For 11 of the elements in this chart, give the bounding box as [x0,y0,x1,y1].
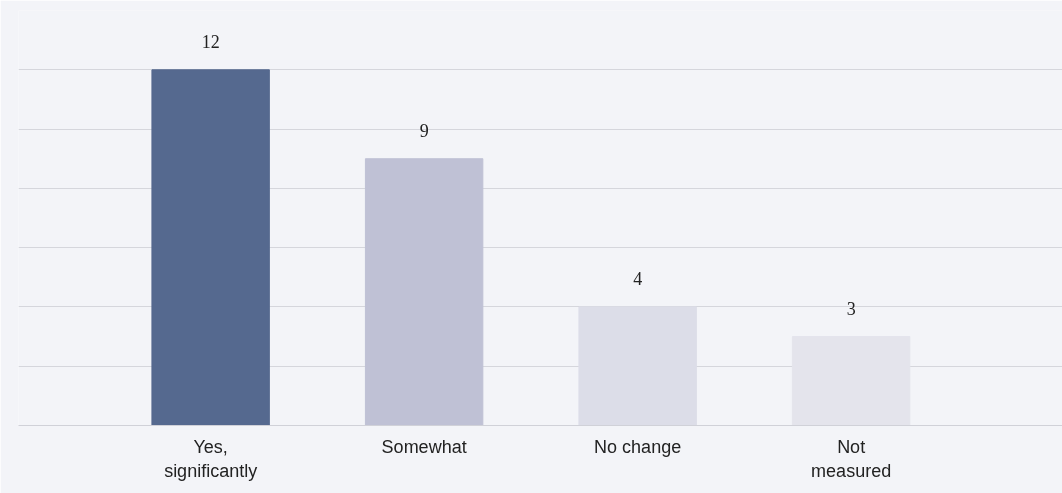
bar [151,69,270,426]
x-tick-label: Somewhat [381,436,467,457]
x-tick-label: No change [594,436,682,457]
x-tick-label: Not measured [811,436,892,481]
bar [791,336,911,426]
bar [364,158,484,426]
x-tick-label: Yes, significantly [164,436,258,481]
data-label: 12 [201,31,220,52]
data-label: 9 [419,120,429,141]
data-label: 4 [633,268,643,289]
data-label: 3 [846,298,856,319]
